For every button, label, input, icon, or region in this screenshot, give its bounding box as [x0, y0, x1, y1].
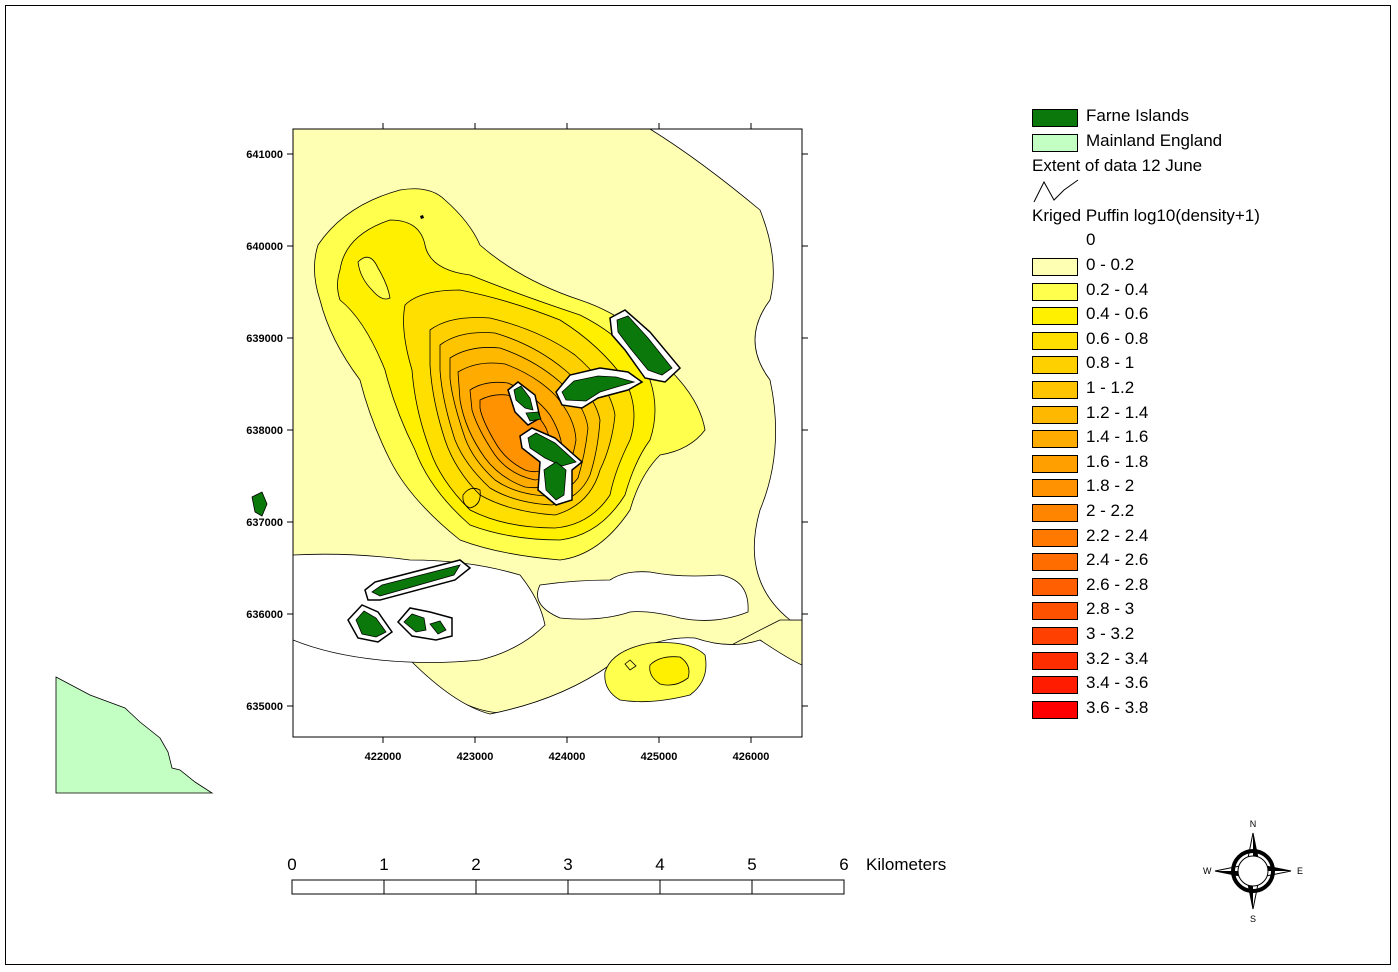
legend-class-swatch [1032, 577, 1078, 596]
legend-class-label: 3 - 3.2 [1086, 624, 1135, 643]
legend-class-swatch [1032, 627, 1078, 645]
legend-class-label: 3.4 - 3.6 [1086, 673, 1149, 693]
no-data-channel [537, 571, 749, 621]
island-outlier [251, 491, 268, 517]
legend-class-swatch [1032, 454, 1078, 473]
y-tick-label: 641000 [246, 149, 283, 161]
legend-class-swatch [1032, 479, 1078, 498]
compass-e: E [1297, 866, 1303, 876]
farne-islands [347, 309, 682, 643]
mainland-england [55, 676, 214, 794]
scale-label: 1 [379, 855, 388, 874]
legend-class-swatch [1032, 676, 1078, 695]
legend-class-label: 0 - 0.2 [1086, 255, 1135, 274]
x-tick-label: 422000 [365, 751, 402, 763]
scale-label: 3 [563, 855, 572, 874]
compass-rose-icon: N S E W [1203, 819, 1303, 924]
compass-s: S [1250, 914, 1256, 924]
legend-class-swatch [1032, 651, 1078, 670]
legend-class-label: 2.4 - 2.6 [1086, 550, 1149, 570]
scale-label: 2 [471, 855, 480, 874]
legend-label-mainland: Mainland England [1086, 131, 1223, 150]
y-tick-label: 639000 [246, 333, 283, 345]
legend-class-label: 1.6 - 1.8 [1086, 451, 1149, 471]
scale-label: 4 [655, 855, 664, 874]
legend-class-swatch [1032, 381, 1078, 399]
legend-class-label: 0.6 - 0.8 [1086, 328, 1149, 348]
y-tick-label: 638000 [246, 425, 283, 437]
legend-class-label: 1.8 - 2 [1086, 476, 1135, 496]
legend-class-swatch [1032, 504, 1078, 522]
scale-unit: Kilometers [866, 855, 946, 874]
legend-class-label: 1.2 - 1.4 [1086, 402, 1149, 422]
legend-label-farne: Farne Islands [1086, 106, 1189, 125]
no-data-east [649, 129, 802, 621]
legend-class-swatch [1032, 307, 1078, 326]
kriged-surface [293, 129, 802, 737]
legend-zero-label: 0 [1086, 230, 1096, 249]
y-tick-label: 635000 [246, 701, 283, 713]
axis-ticks [287, 123, 808, 743]
legend-class-label: 2.8 - 3 [1086, 599, 1135, 619]
legend-class-label: 2.6 - 2.8 [1086, 574, 1149, 594]
x-tick-label: 426000 [733, 751, 770, 763]
legend-class-swatch [1032, 700, 1078, 719]
map-border [292, 128, 803, 738]
legend-class-label: 0.8 - 1 [1086, 353, 1135, 373]
y-tick-label: 636000 [246, 609, 283, 621]
legend-class-label: 2 - 2.2 [1086, 501, 1135, 520]
map-frame [5, 5, 1391, 965]
legend-class-swatch [1032, 258, 1078, 276]
legend-class-swatch [1032, 528, 1078, 547]
legend-class-label: 3.6 - 3.8 [1086, 697, 1149, 717]
legend-swatch-farne [1032, 109, 1078, 127]
y-tick-label: 637000 [246, 517, 283, 529]
legend-swatch-mainland [1032, 134, 1078, 152]
scale-label: 0 [287, 855, 296, 874]
legend-class-label: 1 - 1.2 [1086, 378, 1135, 397]
legend-class-label: 0.2 - 0.4 [1086, 279, 1149, 299]
legend-class-label: 0.4 - 0.6 [1086, 304, 1149, 324]
x-tick-label: 424000 [549, 751, 586, 763]
legend-class-swatch [1032, 282, 1078, 301]
y-tick-label: 640000 [246, 241, 283, 253]
legend-class-swatch [1032, 430, 1078, 449]
scale-label: 5 [747, 855, 756, 874]
legend-class-swatch [1032, 356, 1078, 375]
legend-extent-line-icon [1033, 179, 1079, 203]
legend-kriged-title: Kriged Puffin log10(density+1) [1032, 206, 1260, 225]
x-tick-label: 425000 [641, 751, 678, 763]
legend-class-swatch [1032, 602, 1078, 621]
contour-high-pocket [357, 256, 391, 300]
x-tick-label: 423000 [457, 751, 494, 763]
legend-class-swatch [1032, 331, 1078, 350]
scale-label: 6 [839, 855, 848, 874]
legend-class-label: 3.2 - 3.4 [1086, 648, 1149, 668]
scale-bar: 0 1 2 3 4 5 6 Kilometers [287, 855, 946, 895]
legend-class-label: 1.4 - 1.6 [1086, 427, 1149, 447]
legend-class-swatch [1032, 553, 1078, 572]
legend-label-extent: Extent of data 12 June [1032, 156, 1203, 175]
legend-class-label: 2.2 - 2.4 [1086, 525, 1149, 545]
legend-class-swatch [1032, 405, 1078, 424]
compass-w: W [1203, 866, 1212, 876]
compass-n: N [1250, 819, 1257, 829]
